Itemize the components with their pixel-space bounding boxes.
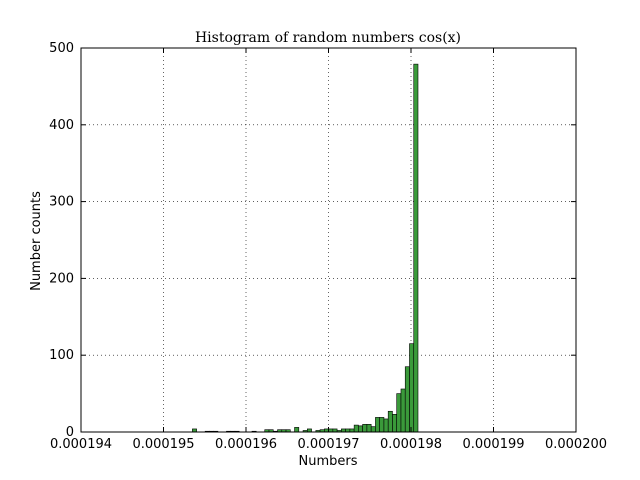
y-axis-label: Number counts	[29, 191, 44, 291]
y-tick-label: 300	[49, 195, 74, 210]
histogram-bar	[362, 424, 368, 433]
y-tick-label: 400	[49, 118, 74, 133]
x-tick-label: 0.000199	[462, 437, 524, 452]
histogram-bar	[375, 417, 380, 433]
histogram-bar	[392, 414, 398, 433]
histogram-bar	[383, 418, 389, 433]
y-tick-label: 100	[49, 348, 74, 363]
histogram-bar	[370, 426, 376, 433]
histogram-bar	[294, 427, 300, 433]
plot-area: 0.000194 0.000195 0.000196 0.000197 0.000198…	[49, 41, 607, 452]
histogram-bar	[353, 424, 359, 433]
x-tick-label: 0.000195	[132, 437, 194, 452]
histogram-bar	[387, 410, 393, 433]
x-axis-label: Numbers	[299, 454, 358, 469]
histogram-bar	[396, 393, 402, 433]
histogram-bar	[366, 424, 372, 433]
chart-title: Histogram of random numbers cos(x)	[195, 30, 461, 46]
x-tick-label: 0.000196	[215, 437, 277, 452]
histogram-bar	[358, 425, 363, 433]
histogram-bar	[404, 366, 410, 433]
x-tick-label: 0.000200	[545, 437, 607, 452]
histogram-bar	[379, 417, 385, 433]
y-tick-label: 200	[49, 271, 74, 286]
histogram-bar	[413, 63, 419, 433]
y-tick-label: 500	[49, 41, 74, 56]
histogram-bar	[409, 343, 415, 433]
y-tick-label: 0	[66, 425, 74, 440]
x-tick-label: 0.000197	[297, 437, 359, 452]
histogram-bar	[400, 388, 406, 433]
x-tick-label: 0.000194	[50, 437, 112, 452]
x-tick-label: 0.000198	[380, 437, 442, 452]
